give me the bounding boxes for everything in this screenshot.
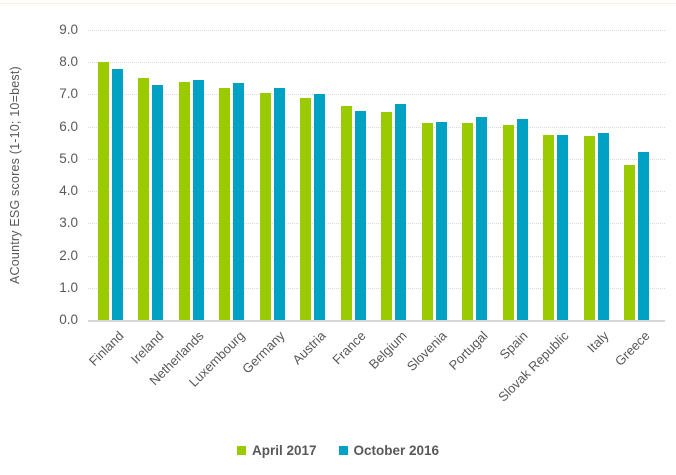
bar-belgium-april-2017	[381, 112, 393, 320]
legend-swatch-april-2017	[236, 445, 246, 455]
y-gridline	[88, 158, 665, 160]
y-tick-label: 0.0	[59, 312, 78, 327]
bar-slovak-republic-october-2016	[557, 135, 569, 320]
legend-label: October 2016	[353, 442, 440, 458]
legend-swatch-october-2016	[338, 445, 348, 455]
legend: April 2017 October 2016	[0, 438, 676, 462]
bar-austria-april-2017	[300, 98, 312, 320]
bar-spain-april-2017	[502, 125, 514, 320]
bar-slovenia-april-2017	[421, 123, 433, 320]
y-tick-label: 1.0	[59, 279, 78, 295]
y-tick-label: 5.0	[59, 150, 78, 166]
bar-luxembourg-april-2017	[219, 88, 231, 320]
bar-portugal-october-2016	[476, 117, 488, 320]
bar-austria-october-2016	[314, 94, 326, 320]
bar-ireland-april-2017	[138, 78, 150, 320]
bar-slovenia-october-2016	[435, 122, 447, 320]
bar-germany-april-2017	[259, 93, 271, 320]
legend-item-october-2016: October 2016	[338, 442, 440, 458]
y-tick-label: 4.0	[59, 183, 78, 199]
y-tick-label: 2.0	[59, 247, 78, 263]
bar-slovak-republic-april-2017	[543, 135, 555, 320]
bar-italy-april-2017	[583, 136, 595, 320]
y-gridline	[88, 94, 665, 96]
bar-france-april-2017	[340, 106, 352, 320]
y-tick-label: 7.0	[59, 86, 78, 102]
y-gridline	[88, 223, 665, 225]
bar-belgium-october-2016	[395, 104, 407, 320]
bar-france-october-2016	[354, 111, 366, 320]
y-gridline	[88, 30, 665, 31]
bar-luxembourg-october-2016	[233, 83, 245, 320]
y-gridline	[88, 287, 665, 289]
y-tick-label: 6.0	[59, 118, 78, 134]
bar-portugal-april-2017	[462, 123, 474, 320]
bar-germany-october-2016	[273, 88, 285, 320]
bar-ireland-october-2016	[152, 85, 164, 320]
bar-netherlands-april-2017	[178, 82, 190, 320]
bar-greece-april-2017	[624, 165, 635, 320]
legend-item-april-2017: April 2017	[236, 442, 317, 458]
bar-finland-october-2016	[112, 69, 123, 320]
y-tick-label: 8.0	[59, 54, 78, 70]
y-gridline	[88, 191, 665, 193]
y-gridline	[88, 255, 665, 257]
bar-netherlands-october-2016	[192, 80, 204, 320]
y-gridline	[88, 62, 665, 64]
y-tick-label: 3.0	[59, 215, 78, 231]
y-gridline	[88, 126, 665, 128]
bar-italy-october-2016	[597, 133, 609, 320]
bar-greece-october-2016	[638, 152, 649, 320]
bar-finland-april-2017	[98, 62, 109, 320]
plot-area	[88, 30, 665, 322]
top-border-line	[0, 3, 676, 4]
bar-spain-october-2016	[516, 119, 528, 320]
legend-label: April 2017	[251, 442, 317, 458]
y-axis-title: ACountry ESG scores (1-10; 10=best)	[8, 66, 22, 284]
y-tick-label: 9.0	[59, 22, 78, 37]
